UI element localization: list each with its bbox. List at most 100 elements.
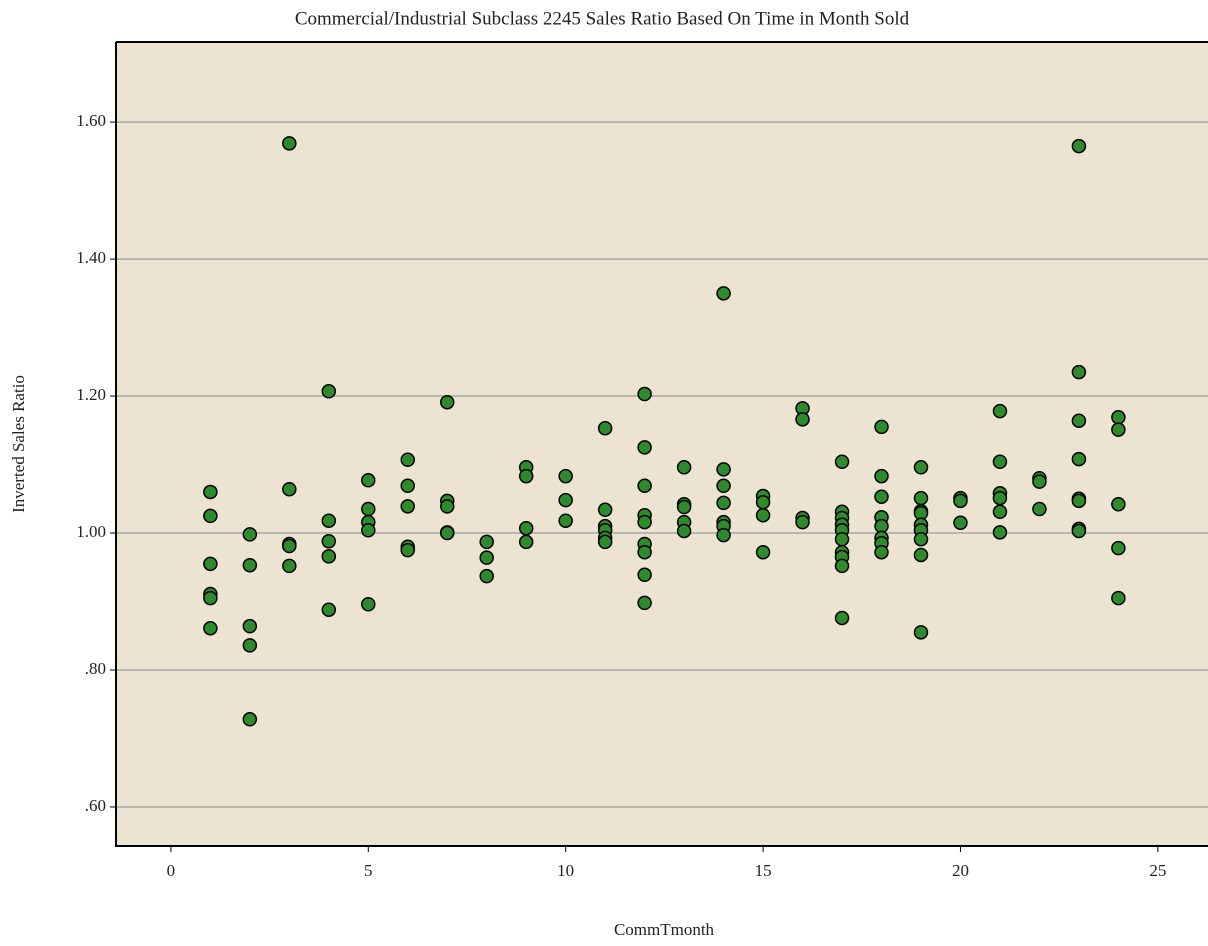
point [361, 523, 376, 538]
point [913, 460, 929, 475]
point [834, 558, 850, 574]
point [439, 499, 455, 514]
point [716, 478, 731, 494]
point [637, 514, 652, 530]
point [637, 567, 652, 583]
point [755, 544, 771, 560]
y-axis-label: Inverted Sales Ratio [9, 375, 28, 513]
point [1111, 410, 1126, 425]
point [637, 595, 652, 611]
point [992, 490, 1008, 506]
grid [110, 121, 1208, 852]
point [321, 549, 337, 564]
plot-border [115, 41, 1208, 847]
x-tick-label: 0 [167, 861, 176, 880]
point [242, 618, 258, 634]
point [203, 620, 218, 636]
x-tick-label: 25 [1149, 861, 1166, 880]
point [361, 597, 376, 612]
point [953, 493, 968, 509]
point [597, 420, 613, 436]
point [518, 468, 534, 484]
point [558, 513, 573, 528]
x-tick-label: 15 [755, 861, 772, 880]
point [1111, 540, 1126, 556]
point [242, 557, 258, 573]
y-tick-label: 1.20 [76, 385, 106, 404]
point [755, 507, 771, 523]
point [361, 473, 376, 488]
point [795, 412, 810, 427]
chart-title: Commercial/Industrial Subclass 2245 Sale… [295, 8, 910, 29]
point [400, 452, 416, 468]
point [834, 610, 850, 626]
point [637, 544, 652, 560]
point [1111, 422, 1126, 437]
point [676, 499, 692, 515]
point [637, 478, 652, 494]
point [637, 386, 652, 402]
point [834, 531, 850, 547]
point [1032, 474, 1047, 489]
x-tick-label: 5 [364, 861, 373, 880]
point [913, 547, 929, 563]
point [913, 625, 929, 640]
point [913, 531, 929, 547]
point [597, 502, 613, 517]
point [439, 525, 455, 541]
point [597, 534, 613, 550]
point [874, 489, 889, 504]
point [992, 504, 1008, 520]
point [242, 527, 258, 542]
point [1111, 590, 1126, 606]
point [203, 556, 218, 572]
y-tick-label: 1.00 [76, 522, 106, 541]
point [637, 440, 652, 455]
point [676, 460, 692, 475]
point [834, 454, 850, 470]
point [716, 286, 731, 301]
point [716, 527, 731, 543]
point [1111, 497, 1126, 512]
point [1071, 413, 1087, 428]
y-tick-label: .80 [85, 659, 106, 678]
point [558, 492, 573, 508]
point [558, 468, 573, 484]
point [439, 394, 455, 410]
point [716, 462, 731, 477]
point [874, 544, 889, 560]
point [479, 550, 494, 565]
point [518, 534, 534, 550]
point [400, 542, 416, 558]
point [676, 523, 692, 539]
y-tick-label: .60 [85, 796, 106, 815]
point [361, 501, 376, 517]
x-tick-label: 20 [952, 861, 969, 880]
point [795, 514, 810, 530]
point [321, 602, 337, 617]
y-tick-label: 1.60 [76, 111, 106, 130]
point [282, 481, 297, 497]
point [1071, 451, 1087, 467]
point [1071, 138, 1087, 154]
point [321, 533, 337, 549]
point [913, 490, 929, 506]
point [203, 590, 218, 606]
point [1071, 364, 1087, 380]
point [479, 568, 494, 584]
plot-area [116, 42, 1208, 846]
point [716, 495, 731, 511]
y-tick-label: 1.40 [76, 248, 106, 267]
x-tick-label: 10 [557, 861, 574, 880]
point [1032, 501, 1047, 517]
point [321, 384, 337, 399]
point [755, 494, 771, 510]
point [321, 513, 337, 528]
point [874, 468, 889, 484]
point [1071, 523, 1087, 539]
point [203, 508, 218, 524]
point [1071, 493, 1087, 509]
point [282, 538, 297, 554]
point [518, 520, 534, 536]
point [282, 558, 297, 574]
